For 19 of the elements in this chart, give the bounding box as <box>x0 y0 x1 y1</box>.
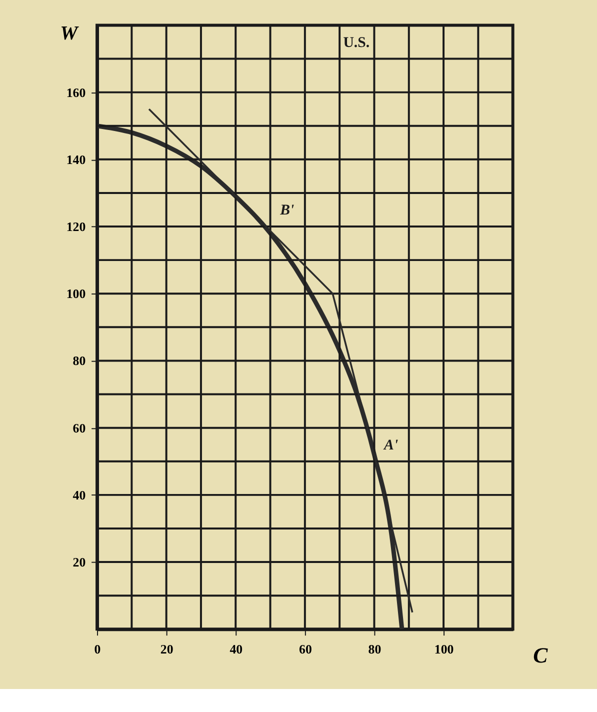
y-tick-label: 160 <box>66 86 86 100</box>
y-tick-label: 100 <box>66 287 86 302</box>
y-tick-label: 60 <box>72 421 86 436</box>
y-tick-label: 20 <box>72 555 86 570</box>
x-tick-label: 80 <box>368 642 382 656</box>
y-tick-label: 120 <box>66 220 86 234</box>
y-tick-label: 80 <box>72 354 86 368</box>
x-tick-label: 0 <box>94 642 101 656</box>
y-axis-title: W <box>60 22 80 45</box>
annotation: A' <box>383 438 398 454</box>
y-tick-label: 140 <box>66 152 86 167</box>
x-axis-title: C <box>533 643 548 668</box>
x-tick-label: 20 <box>160 642 174 656</box>
x-tick-label: 60 <box>299 642 312 656</box>
annotation: U.S. <box>343 34 370 51</box>
annotation: B' <box>279 202 294 219</box>
x-tick-label: 40 <box>230 642 243 656</box>
y-tick-label: 40 <box>72 488 86 502</box>
x-tick-label: 100 <box>434 642 454 656</box>
